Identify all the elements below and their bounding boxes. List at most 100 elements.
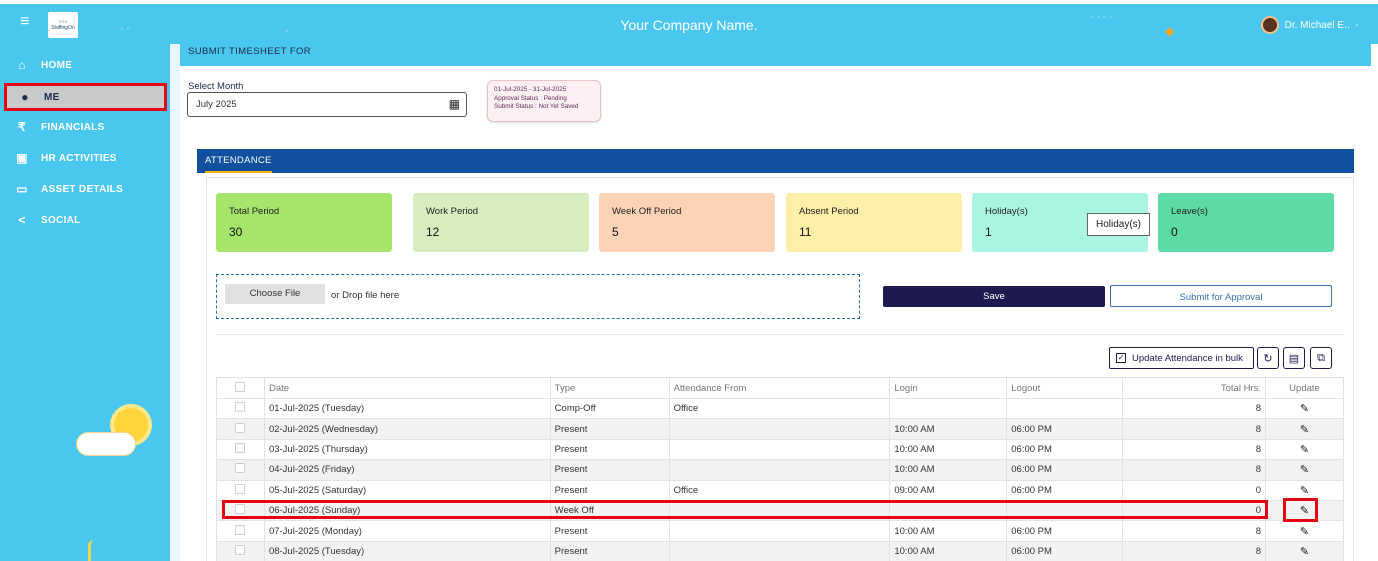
column-header-attendance-from[interactable]: Attendance From	[668, 377, 891, 399]
sidebar-item-asset-details[interactable]: ▭ ASSET DETAILS	[0, 176, 170, 202]
menu-icon[interactable]: ≡	[20, 13, 30, 30]
export-pdf-button[interactable]: ▤	[1283, 347, 1305, 369]
edit-icon[interactable]: ✎	[1265, 479, 1344, 501]
cell-login: 10:00 AM	[889, 520, 1008, 542]
edit-icon[interactable]: ✎	[1265, 397, 1344, 420]
tile-leaves: Leave(s) 0	[1158, 193, 1334, 252]
copy-icon: ⧉	[1317, 352, 1325, 364]
sidebar-item-me[interactable]: ● ME	[4, 83, 167, 111]
cell-total-hrs: 8	[1122, 397, 1266, 420]
sidebar: ⌂ HOME ● ME ₹ FINANCIALS ▣ HR ACTIVITIES…	[0, 44, 180, 561]
row-checkbox[interactable]	[216, 540, 265, 561]
page-header: SUBMIT TIMESHEET FOR	[180, 44, 1371, 66]
document-icon: ▤	[1288, 353, 1300, 365]
tile-value: 0	[1171, 225, 1178, 239]
sidebar-item-label: ASSET DETAILS	[41, 183, 124, 195]
chevron-down-icon[interactable]: ›	[1355, 21, 1358, 29]
row-checkbox[interactable]	[216, 397, 265, 420]
edit-icon[interactable]: ✎	[1265, 418, 1344, 440]
sidebar-item-label: HR ACTIVITIES	[41, 152, 117, 164]
month-picker-input[interactable]: July 2025 ▦	[187, 92, 467, 117]
tile-value: 1	[985, 225, 992, 239]
bubble-decoration: ◦ ◦ ◦ ◦	[1090, 12, 1113, 23]
column-header-login[interactable]: Login	[889, 377, 1008, 399]
sidebar-item-hr-activities[interactable]: ▣ HR ACTIVITIES	[0, 145, 170, 171]
person-icon: ●	[21, 90, 29, 104]
table-row: 03-Jul-2025 (Thursday) Present 10:00 AM …	[216, 438, 1344, 461]
select-all-checkbox[interactable]	[216, 377, 265, 399]
cell-date: 08-Jul-2025 (Tuesday)	[263, 540, 551, 561]
column-header-type[interactable]: Type	[549, 377, 670, 399]
submit-for-approval-button[interactable]: Submit for Approval	[1110, 285, 1332, 307]
cell-login: 10:00 AM	[889, 418, 1008, 440]
column-header-date[interactable]: Date	[263, 377, 551, 399]
edit-icon[interactable]: ✎	[1265, 520, 1344, 542]
table-row: 08-Jul-2025 (Tuesday) Present 10:00 AM 0…	[216, 540, 1344, 561]
choose-file-button[interactable]: Choose File	[225, 284, 325, 304]
approval-status: Approval Status : Pending	[494, 94, 567, 102]
tile-label: Absent Period	[799, 206, 859, 217]
holidays-tooltip: Holiday(s)	[1087, 213, 1150, 236]
cell-login: 10:00 AM	[889, 438, 1008, 461]
refresh-button[interactable]: ↻	[1257, 347, 1279, 369]
cell-date: 01-Jul-2025 (Tuesday)	[263, 397, 551, 420]
sidebar-item-label: FINANCIALS	[41, 121, 105, 133]
bubble-decoration: ◦ ◦	[120, 24, 130, 35]
user-name[interactable]: Dr. Michael E..	[1284, 19, 1350, 31]
cell-total-hrs: 8	[1122, 520, 1266, 542]
cell-date: 07-Jul-2025 (Monday)	[263, 520, 551, 542]
export-excel-button[interactable]: ⧉	[1310, 347, 1332, 369]
edit-icon[interactable]: ✎	[1265, 540, 1344, 561]
tile-absent-period: Absent Period 11	[786, 193, 962, 252]
tile-value: 30	[229, 225, 243, 239]
cloud-illustration	[76, 432, 136, 456]
cell-total-hrs: 0	[1122, 479, 1266, 501]
tab-attendance[interactable]: ATTENDANCE	[205, 155, 272, 173]
user-menu[interactable]: Dr. Michael E.. ›	[1260, 16, 1358, 34]
page-title: SUBMIT TIMESHEET FOR	[188, 46, 312, 57]
update-attendance-bulk-button[interactable]: ✓ Update Attendance in bulk	[1109, 347, 1254, 369]
row-checkbox[interactable]	[216, 459, 265, 481]
edit-icon[interactable]: ✎	[1265, 459, 1344, 481]
highlight-sunday-row	[222, 500, 1268, 519]
cell-type: Present	[549, 438, 670, 461]
home-icon: ⌂	[18, 58, 26, 72]
cell-total-hrs: 8	[1122, 438, 1266, 461]
save-button[interactable]: Save	[883, 286, 1105, 307]
cell-type: Present	[549, 459, 670, 481]
cell-type: Present	[549, 540, 670, 561]
bulk-label: Update Attendance in bulk	[1132, 352, 1243, 364]
cell-attendance-from	[668, 540, 891, 561]
cell-total-hrs: 8	[1122, 459, 1266, 481]
cell-date: 02-Jul-2025 (Wednesday)	[263, 418, 551, 440]
cell-attendance-from	[668, 459, 891, 481]
sidebar-item-label: HOME	[41, 59, 73, 71]
share-icon: <	[18, 213, 26, 227]
column-header-update: Update	[1265, 377, 1344, 399]
file-dropzone[interactable]	[216, 274, 860, 319]
edit-icon[interactable]: ✎	[1265, 438, 1344, 461]
company-logo[interactable]: ○○○ StaffingOn	[48, 12, 78, 38]
row-checkbox[interactable]	[216, 438, 265, 461]
column-header-total-hrs[interactable]: Total Hrs.	[1122, 377, 1266, 399]
row-checkbox[interactable]	[216, 479, 265, 501]
cell-logout: 06:00 PM	[1006, 540, 1124, 561]
tile-value: 11	[799, 225, 812, 239]
avatar[interactable]	[1260, 16, 1279, 34]
tile-value: 5	[612, 225, 619, 239]
month-value[interactable]: July 2025	[196, 99, 237, 110]
submit-status: Submit Status : Not Yet Saved	[494, 103, 579, 110]
sidebar-item-home[interactable]: ⌂ HOME	[0, 52, 170, 78]
row-checkbox[interactable]	[216, 520, 265, 542]
table-row: 05-Jul-2025 (Saturday) Present Office 09…	[216, 479, 1344, 501]
row-checkbox[interactable]	[216, 418, 265, 440]
cell-attendance-from	[668, 418, 891, 440]
column-header-logout[interactable]: Logout	[1006, 377, 1124, 399]
sidebar-item-label: SOCIAL	[41, 214, 81, 226]
company-name: Your Company Name.	[620, 17, 758, 33]
calendar-icon[interactable]: ▦	[448, 97, 460, 111]
sidebar-item-financials[interactable]: ₹ FINANCIALS	[0, 114, 170, 140]
cell-type: Present	[549, 418, 670, 440]
sidebar-item-social[interactable]: < SOCIAL	[0, 207, 170, 233]
cell-logout	[1006, 397, 1124, 420]
